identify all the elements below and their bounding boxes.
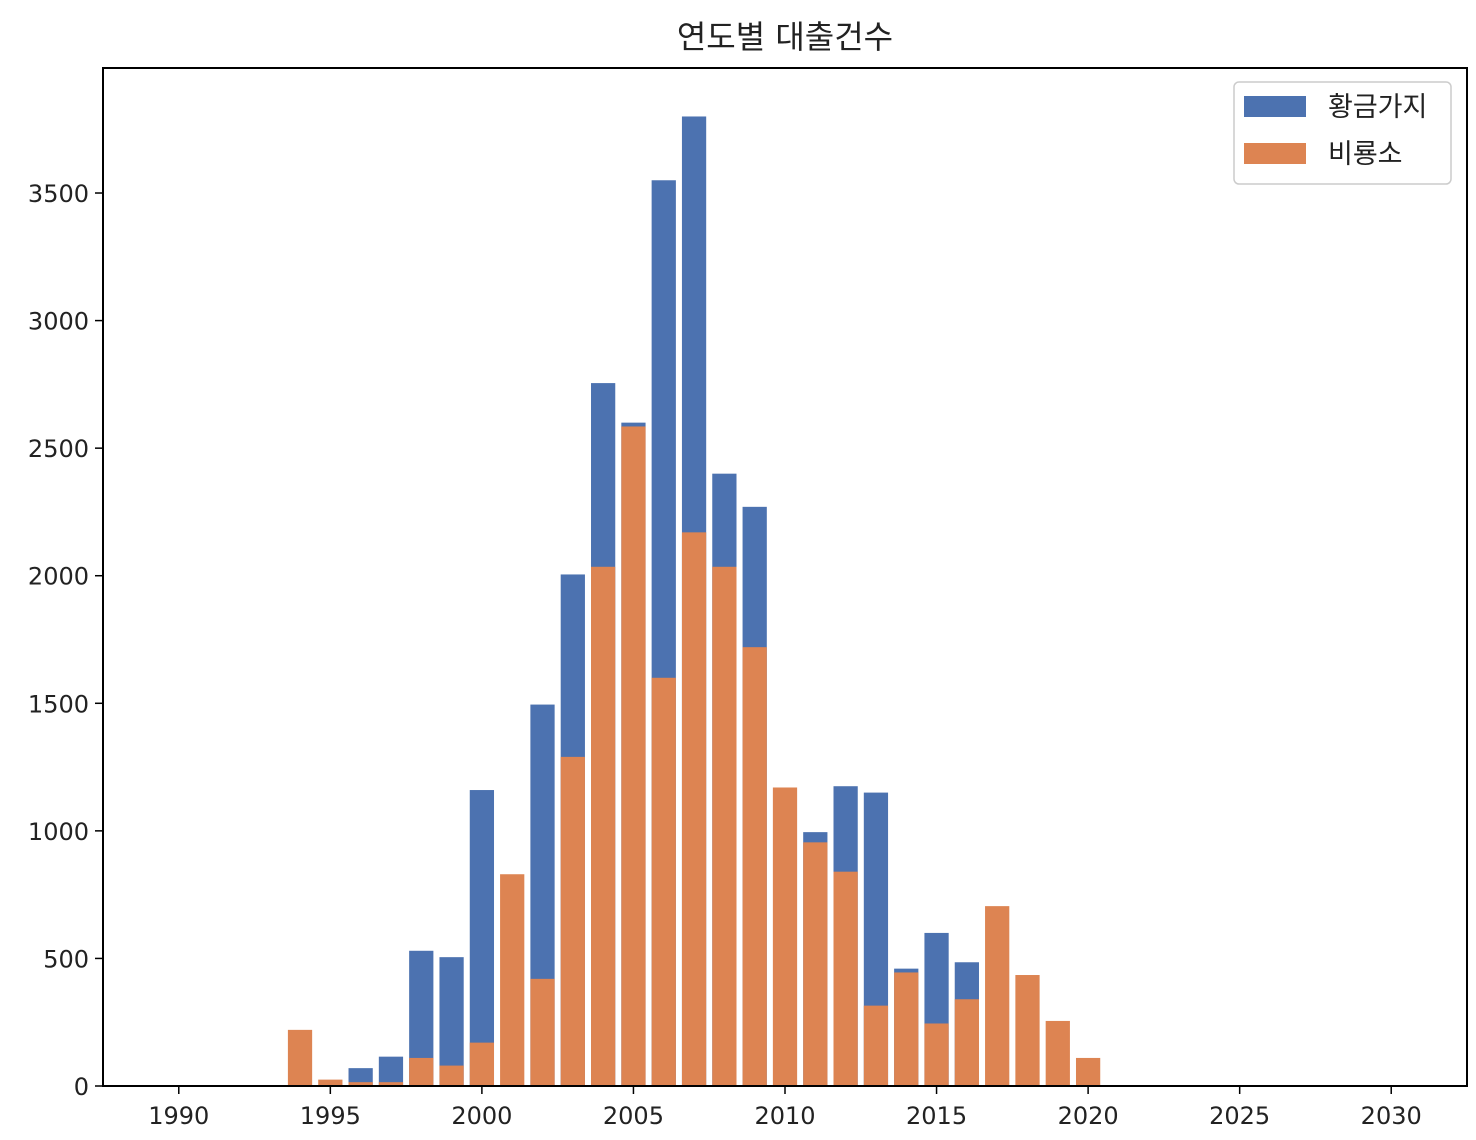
bar-2-2010 bbox=[772, 787, 798, 1086]
bar-2-1997 bbox=[378, 1082, 404, 1086]
bar-2-2002 bbox=[530, 978, 555, 1086]
x-tick-label: 1995 bbox=[300, 1102, 361, 1130]
y-tick-label: 500 bbox=[43, 945, 89, 973]
bar-2-2020 bbox=[1075, 1057, 1101, 1086]
y-tick-label: 3500 bbox=[28, 180, 89, 208]
y-tick-label: 2500 bbox=[28, 435, 89, 463]
bar-2-2011 bbox=[803, 842, 828, 1086]
bar-2-2004 bbox=[591, 566, 616, 1086]
bar-2-2013 bbox=[863, 1005, 889, 1086]
bar-1-1996 bbox=[348, 1068, 373, 1086]
bar-2-2014 bbox=[894, 972, 919, 1086]
legend: 황금가지 비룡소 bbox=[1233, 81, 1452, 185]
y-axis: 0 500 1000 1500 2000 2500 3000 3500 bbox=[28, 180, 103, 1101]
bar-2-2016 bbox=[954, 999, 979, 1086]
x-tick-label: 2030 bbox=[1361, 1102, 1422, 1130]
bar-1-2000 bbox=[469, 790, 495, 1086]
x-tick-label: 2010 bbox=[754, 1102, 815, 1130]
x-tick-label: 2000 bbox=[451, 1102, 512, 1130]
legend-label-2: 비룡소 bbox=[1328, 139, 1403, 170]
legend-swatch-2 bbox=[1244, 143, 1306, 164]
bar-2-2019 bbox=[1045, 1020, 1070, 1086]
bar-2-2018 bbox=[1015, 975, 1040, 1086]
bar-2-2000 bbox=[469, 1042, 495, 1086]
bar-1-1997 bbox=[378, 1056, 404, 1086]
x-tick-label: 2025 bbox=[1209, 1102, 1270, 1130]
y-tick-label: 1500 bbox=[28, 690, 89, 718]
bar-2-1996 bbox=[348, 1082, 373, 1086]
bar-2-2012 bbox=[833, 871, 858, 1086]
bar-2-2015 bbox=[924, 1023, 949, 1086]
series-bars-2 bbox=[287, 426, 1101, 1087]
x-tick-label: 2005 bbox=[603, 1102, 664, 1130]
bar-2-2005 bbox=[621, 426, 646, 1087]
y-tick-label: 3000 bbox=[28, 308, 89, 336]
chart-title: 연도별 대출건수 bbox=[677, 18, 893, 56]
y-tick-label: 0 bbox=[74, 1073, 89, 1101]
x-tick-label: 1990 bbox=[148, 1102, 209, 1130]
bar-2-1999 bbox=[439, 1065, 464, 1086]
bar-2-2003 bbox=[560, 756, 585, 1086]
bar-2-1994 bbox=[287, 1029, 313, 1086]
y-tick-label: 2000 bbox=[28, 563, 89, 591]
x-axis: 1990 1995 2000 2005 2010 2015 2020 2025 2030 bbox=[148, 1086, 1422, 1130]
bar-2-1995 bbox=[318, 1079, 343, 1086]
x-tick-label: 2020 bbox=[1058, 1102, 1119, 1130]
bar-2-1998 bbox=[409, 1057, 434, 1086]
bar-2-2008 bbox=[712, 566, 737, 1086]
x-tick-label: 2015 bbox=[906, 1102, 967, 1130]
bar-2-2017 bbox=[985, 906, 1010, 1086]
bar-2-2006 bbox=[651, 677, 676, 1086]
bar-2-2007 bbox=[681, 532, 707, 1086]
legend-swatch-1 bbox=[1244, 96, 1306, 117]
y-tick-label: 1000 bbox=[28, 818, 89, 846]
bar-2-2009 bbox=[742, 647, 767, 1086]
bar-2-2001 bbox=[500, 874, 525, 1086]
bar-1-1999 bbox=[439, 957, 464, 1086]
legend-label-1: 황금가지 bbox=[1328, 92, 1427, 123]
